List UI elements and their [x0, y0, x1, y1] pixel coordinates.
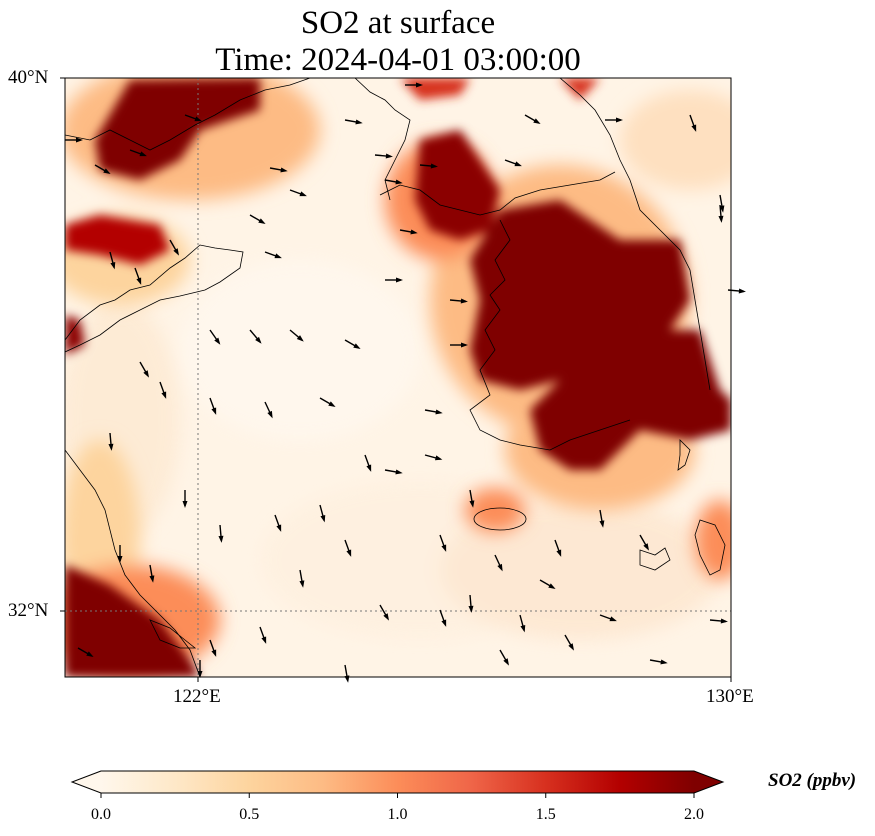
- wind-arrow: [379, 604, 389, 621]
- wind-arrow: [554, 539, 562, 557]
- wind-arrow: [374, 153, 393, 159]
- wind-arrow: [449, 298, 468, 304]
- wind-arrow: [249, 329, 262, 344]
- wind-arrow: [718, 204, 724, 223]
- wind-arrow: [649, 659, 668, 665]
- wind-arrow: [519, 614, 526, 633]
- lat-label-40: 40°N: [8, 67, 49, 88]
- wind-arrow: [319, 397, 336, 407]
- gridlines: [65, 78, 731, 677]
- colorbar-gradient: [101, 771, 694, 793]
- wind-arrow: [385, 277, 403, 283]
- wind-arrow: [197, 660, 203, 678]
- colorbar-extend-max: [694, 771, 723, 793]
- wind-arrow: [94, 164, 111, 174]
- wind-arrow: [264, 251, 282, 259]
- wind-arrow: [599, 614, 617, 622]
- wind-arrow: [599, 509, 605, 528]
- wind-arrow: [269, 167, 288, 173]
- lon-label-122: 122°E: [173, 686, 221, 707]
- wind-arrow: [344, 119, 363, 125]
- wind-arrow: [218, 524, 224, 543]
- wind-arrow: [405, 82, 423, 88]
- wind-arrow: [384, 469, 403, 475]
- so2-field: [65, 78, 731, 677]
- wind-arrow: [364, 454, 372, 472]
- coastlines: [65, 78, 726, 677]
- wind-arrow: [499, 649, 509, 666]
- so2-hotspots: [65, 78, 731, 677]
- wind-arrow: [439, 609, 447, 627]
- colorbar-title: SO2 (ppbv): [768, 770, 857, 791]
- wind-arrow: [209, 639, 217, 657]
- wind-arrow: [117, 545, 123, 563]
- wind-arrow: [709, 618, 728, 624]
- wind-arrow: [469, 489, 475, 508]
- lat-label-32: 32°N: [8, 600, 49, 621]
- wind-arrow: [344, 539, 352, 557]
- wind-arrow: [77, 647, 94, 657]
- colorbar-tick-label: 2.0: [684, 806, 704, 823]
- colorbar-tick-label: 0.5: [239, 806, 260, 823]
- wind-arrow: [419, 163, 438, 169]
- wind-arrow: [289, 329, 304, 342]
- wind-arrow: [184, 114, 202, 122]
- wind-arrow: [344, 339, 361, 349]
- wind-arrow: [299, 569, 305, 588]
- wind-arrow: [289, 189, 307, 197]
- lon-label-130: 130°E: [706, 686, 754, 707]
- wind-arrow: [319, 504, 326, 523]
- wind-arrow: [605, 117, 623, 123]
- wind-arrow: [274, 514, 282, 532]
- colorbar-tick-label: 1.5: [535, 806, 556, 823]
- wind-arrow: [249, 214, 266, 224]
- wind-arrow: [639, 534, 649, 551]
- wind-arrow: [209, 397, 217, 415]
- wind-arrow: [539, 579, 556, 589]
- wind-arrow: [209, 329, 221, 345]
- wind-arrow: [182, 490, 188, 508]
- wind-arrow: [264, 401, 273, 419]
- wind-arrow: [109, 251, 116, 270]
- wind-arrow: [159, 381, 167, 399]
- map-frame: [64, 77, 732, 678]
- wind-arrow: [129, 149, 147, 157]
- wind-arrow: [259, 626, 267, 644]
- wind-arrow: [169, 239, 179, 256]
- wind-arrow: [468, 594, 474, 613]
- wind-arrow: [108, 432, 114, 451]
- wind-arrow: [439, 534, 447, 552]
- wind-arrows: [65, 82, 746, 683]
- colorbar-tick-label: 1.0: [387, 806, 408, 823]
- wind-arrow: [450, 342, 468, 348]
- plot-title-line1: SO2 at surface: [300, 5, 496, 41]
- wind-arrow: [689, 114, 697, 132]
- wind-arrow: [494, 554, 503, 572]
- wind-arrow: [424, 454, 443, 461]
- wind-arrow: [524, 114, 541, 124]
- colorbar-tick-label: 0.0: [91, 806, 111, 823]
- wind-arrow: [149, 564, 155, 583]
- wind-arrow: [564, 634, 574, 651]
- plot-title-line2: Time: 2024-04-01 03:00:00: [215, 42, 581, 78]
- wind-arrow: [424, 409, 443, 415]
- wind-arrow: [65, 137, 83, 143]
- wind-arrow: [504, 159, 522, 167]
- wind-arrow: [399, 229, 418, 235]
- wind-arrow: [384, 179, 403, 185]
- wind-arrow: [139, 361, 149, 378]
- wind-arrow: [134, 267, 142, 285]
- colorbar-extend-min: [72, 771, 101, 793]
